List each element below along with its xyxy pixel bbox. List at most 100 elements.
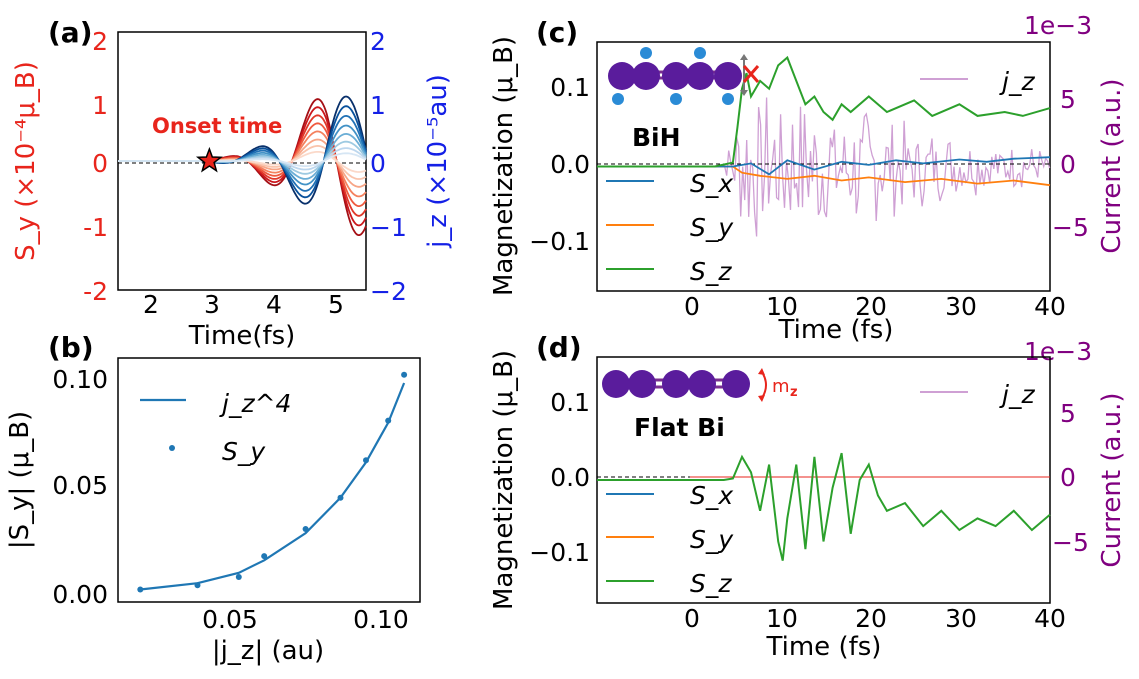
- d-legend-sz: S_z: [690, 569, 732, 598]
- c-structure-label: BiH: [632, 123, 681, 152]
- c-current-trace: [714, 97, 1051, 237]
- panel-d: (d) 1e−3 m z Flat Bi S_x S_y S_z j_z: [489, 331, 1127, 662]
- d-legend-sy: S_y: [690, 525, 734, 554]
- panel-b: (b) j_z^4 S_y 0.10 0.05 0.00 0.05 0.10 |…: [5, 331, 421, 666]
- a-ytick-left: -2: [83, 277, 108, 306]
- b-data-point: [194, 582, 201, 589]
- a-ytick-right: 2: [370, 27, 386, 56]
- b-ytick: 0.10: [52, 365, 108, 394]
- c-legend-jz: j_z: [999, 67, 1035, 96]
- a-ytick-right: −1: [370, 213, 407, 242]
- b-series-points: [137, 371, 408, 593]
- d-ylabel-right: Current (a.u.): [1097, 392, 1127, 567]
- b-ytick: 0.05: [52, 471, 108, 500]
- a-xtick: 2: [143, 290, 159, 319]
- d-right-scale: 1e−3: [1024, 337, 1092, 366]
- c-ytick-left: 0.0: [550, 150, 590, 179]
- panel-b-frame: [117, 357, 421, 603]
- d-ytick-left: 0.1: [550, 388, 590, 417]
- a-ytick-left: 0: [92, 149, 108, 178]
- d-ytick-right: 5: [1060, 399, 1076, 428]
- b-xlabel: |j_z| (au): [212, 636, 324, 666]
- b-data-point: [385, 417, 392, 424]
- mz-subscript: z: [790, 385, 798, 400]
- panel-a-curves: [118, 95, 367, 237]
- b-legend-line-label: j_z^4: [219, 389, 291, 418]
- c-ytick-left: 0.1: [550, 73, 590, 102]
- b-xtick: 0.05: [202, 605, 258, 634]
- d-xtick: 30: [945, 604, 977, 633]
- c-xtick: 0: [684, 292, 700, 321]
- b-data-point: [235, 574, 242, 580]
- a-ytick-left: 1: [92, 91, 108, 120]
- d-structure-label: Flat Bi: [634, 413, 725, 442]
- b-legend-point-key: [169, 445, 175, 451]
- a-ytick-left: -1: [83, 213, 108, 242]
- panel-b-label: (b): [48, 331, 94, 364]
- a-ytick-right: 0: [370, 149, 386, 178]
- d-xtick: 40: [1034, 604, 1066, 633]
- b-ytick: 0.00: [52, 580, 108, 609]
- b-data-point: [261, 553, 268, 560]
- a-ylabel-left: S_y (×10⁻⁴μ_B): [11, 61, 41, 261]
- d-legend-jz: j_z: [999, 380, 1035, 409]
- c-legend-sx: S_x: [690, 169, 733, 198]
- b-xtick: 0.10: [353, 605, 409, 634]
- c-ylabel-left: Magnetization (μ_B): [489, 36, 519, 296]
- a-ytick-left: 2: [92, 27, 108, 56]
- b-series-line: [140, 382, 406, 591]
- d-ytick-right: 0: [1060, 463, 1076, 492]
- d-legend-sx: S_x: [690, 481, 733, 510]
- c-xlabel: Time (fs): [778, 315, 894, 345]
- c-legend-sz: S_z: [690, 257, 732, 286]
- a-xtick: 4: [266, 290, 282, 319]
- flat-bi-molecule-diagram: [602, 368, 767, 402]
- c-right-scale: 1e−3: [1024, 11, 1092, 40]
- mz-label: m: [772, 376, 790, 397]
- d-ytick-left: 0.0: [550, 463, 590, 492]
- c-sy-line: [597, 165, 1051, 187]
- a-xtick: 3: [204, 290, 220, 319]
- d-xtick: 20: [855, 604, 887, 633]
- c-ytick-right: 0: [1060, 150, 1076, 179]
- c-xtick: 30: [945, 292, 977, 321]
- c-sx-line: [597, 156, 1051, 176]
- d-xtick: 10: [766, 604, 798, 633]
- onset-annotation: Onset time: [152, 114, 282, 138]
- b-data-point: [363, 457, 369, 464]
- b-data-point: [337, 494, 344, 501]
- c-xtick: 10: [766, 292, 798, 321]
- a-ytick-right: 1: [370, 91, 386, 120]
- a-ytick-right: −2: [370, 277, 407, 306]
- d-ylabel-left: Magnetization (μ_B): [489, 350, 519, 610]
- b-data-point: [302, 526, 309, 532]
- a-xtick: 5: [328, 290, 344, 319]
- d-ytick-right: −5: [1052, 528, 1089, 557]
- jz-curve-7: [118, 152, 367, 168]
- c-ytick-right: −5: [1052, 213, 1089, 242]
- c-jz-line: [714, 97, 1051, 237]
- panel-c: (c) 1e−3 BiH S_x S_: [489, 11, 1127, 345]
- d-ytick-left: −0.1: [529, 538, 590, 567]
- b-legend-point-label: S_y: [222, 437, 266, 466]
- c-ylabel-right: Current (a.u.): [1097, 78, 1127, 253]
- d-sz-line: [597, 452, 1051, 561]
- panel-d-label: (d): [536, 331, 582, 364]
- c-xtick: 40: [1034, 292, 1066, 321]
- panel-a-label: (a): [48, 16, 93, 49]
- d-xtick: 0: [684, 604, 700, 633]
- c-ytick-left: −0.1: [529, 227, 590, 256]
- a-xlabel: Time(fs): [188, 321, 296, 351]
- panel-a: (a) Onset time 2 1 0 -1 -2 2 1 0 −1 −2 2…: [11, 16, 453, 351]
- onset-star-marker: [195, 146, 223, 173]
- c-legend-sy: S_y: [690, 213, 734, 242]
- panel-c-label: (c): [536, 16, 578, 49]
- c-ytick-right: 5: [1060, 85, 1076, 114]
- c-xtick: 20: [855, 292, 887, 321]
- a-ylabel-right: j_z (×10⁻⁵au): [423, 74, 453, 249]
- d-xlabel: Time (fs): [766, 632, 882, 662]
- b-ylabel: |S_y| (μ_B): [5, 411, 35, 549]
- bih-molecule-diagram: [608, 47, 760, 105]
- b-data-point: [401, 371, 408, 378]
